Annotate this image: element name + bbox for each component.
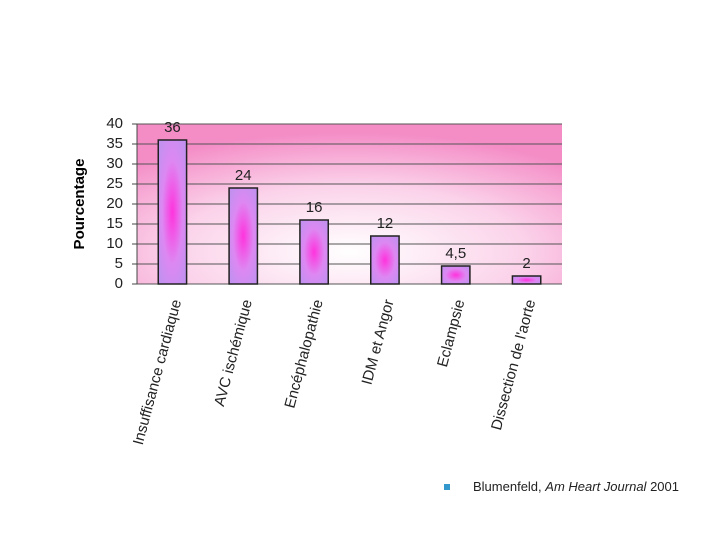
y-tick-label: 0 xyxy=(115,275,123,292)
value-label: 12 xyxy=(377,215,394,232)
x-tick-label: Encéphalopathie xyxy=(281,298,326,410)
y-tick-label: 30 xyxy=(106,155,123,172)
y-tick-label: 25 xyxy=(106,175,123,192)
bar xyxy=(157,139,188,285)
x-tick-label: IDM et Angor xyxy=(359,298,398,387)
bar xyxy=(370,235,400,285)
footnote: Blumenfeld, Am Heart Journal 2001 xyxy=(473,479,679,494)
footnote-journal: Am Heart Journal xyxy=(544,479,647,494)
value-label: 36 xyxy=(164,119,181,136)
bar xyxy=(440,265,471,285)
y-tick-label: 35 xyxy=(106,135,123,152)
value-label: 16 xyxy=(306,199,323,216)
y-tick-label: 15 xyxy=(106,215,123,232)
footnote-year: 2001 xyxy=(650,479,679,494)
footnote-author: Blumenfeld, xyxy=(473,479,542,494)
y-tick-label: 20 xyxy=(106,195,123,212)
y-tick-label: 10 xyxy=(106,235,123,252)
value-label: 24 xyxy=(235,167,252,184)
x-tick-label: Eclampsie xyxy=(434,298,468,369)
x-tick-label: Dissection de l'aorte xyxy=(488,298,539,432)
bar xyxy=(299,219,329,285)
value-label: 4,5 xyxy=(445,245,466,262)
value-label: 2 xyxy=(522,255,530,272)
y-axis-label: Pourcentage xyxy=(71,159,88,250)
x-tick-label: AVC ischémique xyxy=(211,298,256,408)
y-tick-label: 5 xyxy=(115,255,123,272)
bullet xyxy=(444,484,450,490)
y-tick-label: 40 xyxy=(106,115,123,132)
bar xyxy=(228,187,259,285)
x-tick-label: Insuffisance cardiaque xyxy=(130,298,185,447)
bar xyxy=(511,275,542,285)
